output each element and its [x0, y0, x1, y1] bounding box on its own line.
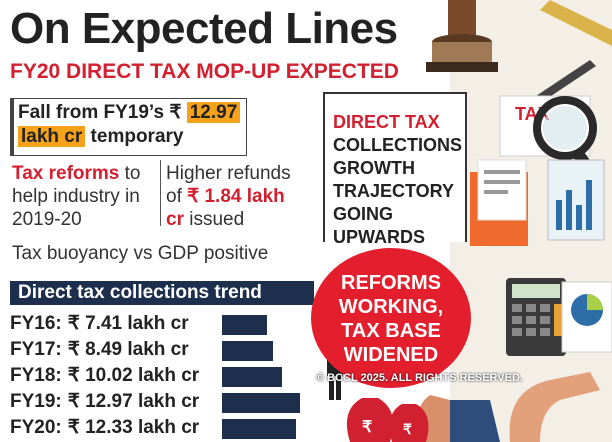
refunds-pre: Higher refunds of — [166, 163, 291, 207]
page-title: On Expected Lines — [10, 4, 398, 53]
svg-text:₹: ₹ — [362, 419, 372, 436]
callout-line: GOING — [333, 204, 394, 224]
bar-label: FY19: ₹ 12.97 lakh cr — [10, 390, 199, 413]
category-label: FY19: — [10, 391, 62, 412]
bar — [222, 341, 273, 361]
bar — [222, 367, 282, 387]
refunds-amount: ₹ 1.84 lakh cr — [166, 186, 285, 230]
tax-reforms-note: Tax reforms to help industry in 2019-20 — [12, 162, 160, 231]
callout-line: TRAJECTORY — [333, 181, 455, 201]
callout-line: GROWTH — [333, 158, 415, 178]
fall-line-1: Fall from FY19’s ₹ 12.97 — [18, 101, 241, 124]
value-label: ₹ 12.33 lakh cr — [67, 417, 200, 438]
bar-label: FY18: ₹ 10.02 lakh cr — [10, 364, 199, 387]
fall-line-1-text: Fall from FY19’s ₹ — [18, 102, 187, 123]
stamp-icon — [426, 0, 498, 72]
circle-line: WIDENED — [343, 344, 439, 366]
refunds-note: Higher refunds of ₹ 1.84 lakh cr issued — [166, 162, 306, 231]
circle-line: WORKING, — [338, 296, 444, 318]
svg-text:₹: ₹ — [403, 421, 412, 437]
pie-chart-icon — [561, 281, 612, 353]
bar — [222, 419, 296, 439]
folder-icon — [470, 159, 528, 246]
fall-unit: lakh cr — [18, 126, 86, 147]
fall-rest: temporary — [85, 126, 184, 147]
bar-label: FY16: ₹ 7.41 lakh cr — [10, 312, 189, 335]
value-label: ₹ 7.41 lakh cr — [67, 313, 189, 334]
circle-line: TAX BASE — [341, 320, 441, 342]
callout-line: COLLECTIONS — [333, 135, 462, 155]
refunds-post: issued — [183, 209, 245, 230]
callout-box — [323, 92, 467, 242]
tax-reforms-label: Tax reforms — [12, 163, 120, 184]
value-label: ₹ 12.97 lakh cr — [67, 391, 200, 412]
bar-label: FY17: ₹ 8.49 lakh cr — [10, 338, 189, 361]
copyright-notice: © BCCL 2025. ALL RIGHTS RESERVED. — [316, 372, 523, 384]
fall-value: 12.97 — [186, 102, 241, 123]
category-label: FY17: — [10, 339, 62, 360]
buoyancy-note: Tax buoyancy vs GDP positive — [12, 243, 269, 264]
category-label: FY20: — [10, 417, 62, 438]
fall-line-2: lakh cr temporary — [18, 126, 183, 148]
calculator-icon — [506, 278, 566, 356]
page-subtitle: FY20 DIRECT TAX MOP-UP EXPECTED — [10, 60, 399, 83]
circle-line: REFORMS — [341, 272, 441, 294]
tax-reforms-text: to help industry in 2019-20 — [12, 163, 141, 230]
category-label: FY18: — [10, 365, 62, 386]
category-label: FY16: — [10, 313, 62, 334]
chart-document-icon — [547, 159, 605, 241]
callout-red-line: DIRECT TAX — [333, 112, 440, 132]
fall-box: Fall from FY19’s ₹ 12.97 lakh cr tempora… — [10, 98, 247, 156]
callout-line: UPWARDS — [333, 227, 426, 247]
value-label: ₹ 10.02 lakh cr — [67, 365, 200, 386]
bar-label: FY20: ₹ 12.33 lakh cr — [10, 416, 199, 439]
bar — [222, 393, 300, 413]
divider — [160, 160, 161, 226]
reforms-circle — [311, 248, 471, 388]
bar — [222, 315, 267, 335]
money-bag-icon: ₹ ₹ — [346, 398, 429, 442]
tax-illustration: TAX — [327, 0, 612, 442]
value-label: ₹ 8.49 lakh cr — [67, 339, 189, 360]
chart-title: Direct tax collections trend — [10, 281, 314, 305]
